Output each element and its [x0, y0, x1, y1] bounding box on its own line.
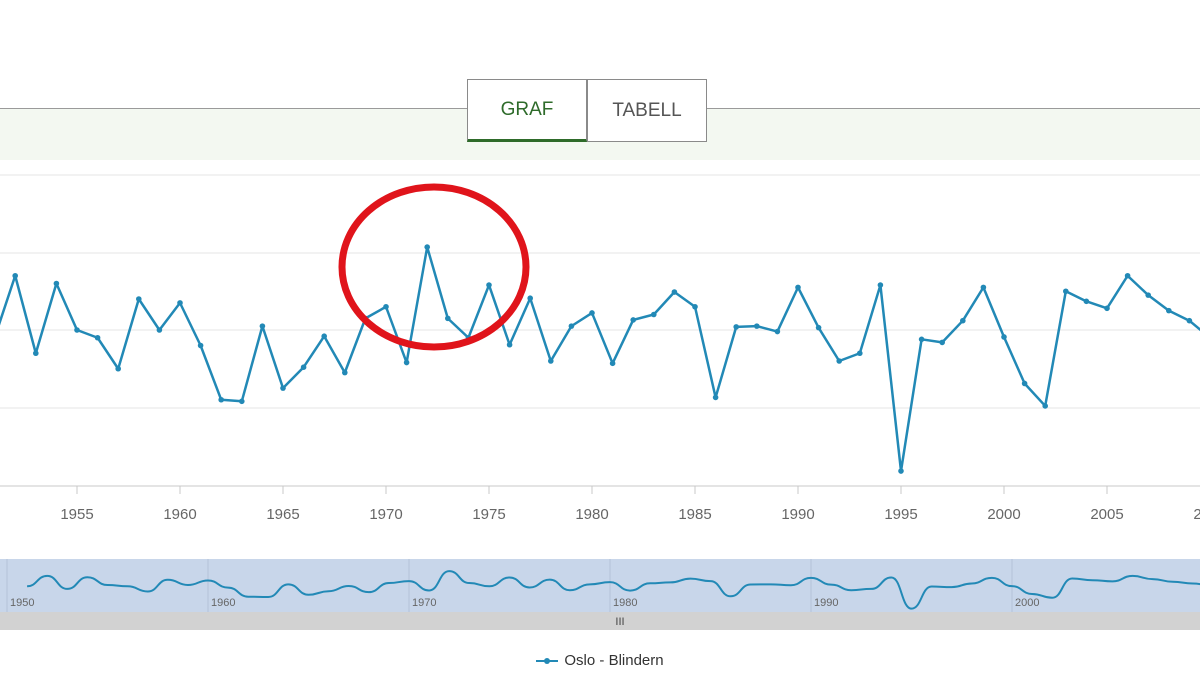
tab-graf[interactable]: GRAF: [467, 79, 587, 142]
legend-series-label: Oslo - Blindern: [564, 652, 664, 669]
x-tick-label: 1990: [781, 506, 814, 523]
navigator-range: [0, 559, 1200, 612]
data-point: [94, 334, 101, 341]
series-line: [0, 245, 1200, 473]
data-point: [960, 317, 966, 324]
data-point: [259, 323, 266, 329]
x-tick-label: 1985: [678, 506, 711, 523]
navigator-label: 1980: [613, 597, 637, 609]
navigator-series-line: [26, 570, 1200, 610]
scrollbar-handle[interactable]: III: [615, 616, 624, 628]
plot-area: [0, 244, 1200, 474]
data-point: [918, 336, 925, 343]
data-point: [836, 358, 842, 364]
annotation-ellipse: [338, 183, 530, 351]
data-point: [12, 272, 18, 279]
data-point: [1186, 317, 1193, 324]
data-point: [403, 359, 410, 366]
data-point: [692, 303, 698, 310]
navigator-label: 2000: [1015, 597, 1039, 609]
data-point: [898, 468, 904, 474]
data-point: [1083, 298, 1090, 305]
navigator-label: 1970: [412, 597, 436, 609]
data-point: [424, 244, 431, 250]
data-point: [321, 333, 328, 340]
navigator-label: 1960: [211, 597, 235, 609]
data-point: [857, 350, 863, 357]
data-point: [74, 327, 80, 333]
annotation-circle: [338, 183, 530, 351]
data-point: [300, 364, 307, 371]
data-point: [1001, 334, 1007, 340]
data-point: [53, 280, 60, 287]
data-point: [754, 323, 760, 329]
tab-tabell[interactable]: TABELL: [587, 79, 707, 142]
data-point: [1063, 288, 1069, 295]
data-point: [671, 289, 678, 295]
data-point: [609, 360, 616, 367]
data-point: [527, 295, 533, 302]
data-point: [239, 398, 245, 405]
data-point: [548, 358, 554, 364]
x-tick-label: 2010: [1193, 506, 1200, 523]
data-point: [506, 341, 513, 348]
data-point: [115, 365, 121, 372]
x-tick-label: 1995: [884, 506, 917, 523]
data-point: [1166, 307, 1172, 314]
data-point: [486, 282, 492, 288]
x-tick-label: 2005: [1090, 506, 1123, 523]
data-point: [1124, 272, 1131, 279]
navigator-label: 1950: [10, 597, 34, 609]
data-point: [774, 328, 781, 335]
data-point: [383, 303, 389, 310]
data-point: [712, 394, 719, 401]
data-point: [1021, 380, 1028, 387]
data-point: [1042, 403, 1048, 409]
data-point: [177, 300, 183, 306]
data-point: [33, 350, 39, 357]
x-tick-label: 1980: [575, 506, 608, 523]
navigator-label: 1990: [814, 597, 838, 609]
navigator-scrollbar: [0, 612, 1200, 630]
data-point: [795, 284, 801, 291]
data-point: [445, 315, 451, 322]
data-point: [630, 317, 636, 323]
x-tick-label: 1975: [472, 506, 505, 523]
x-tick-label: 1970: [369, 506, 402, 523]
range-navigator[interactable]: 1950 1960 1970 1980 1990 2000 III: [0, 559, 1200, 630]
chart-legend[interactable]: Oslo - Blindern: [0, 652, 1200, 669]
data-point: [877, 282, 884, 288]
data-point: [568, 323, 575, 329]
data-point: [815, 324, 822, 331]
data-point: [733, 324, 739, 330]
x-tick-label: 1965: [266, 506, 299, 523]
legend-series-marker: [536, 657, 559, 664]
data-point: [651, 311, 657, 318]
data-point: [589, 310, 595, 316]
data-point: [342, 369, 348, 376]
x-axis-ticks: 1955 1960 1965 1970 1975 1980 1985 1990 1995 2000…: [60, 486, 1200, 523]
x-tick-label: 1960: [163, 506, 196, 523]
data-point: [218, 396, 224, 403]
data-point: [980, 284, 987, 291]
x-tick-label: 2000: [987, 506, 1020, 523]
data-point: [197, 342, 204, 349]
data-point: [136, 296, 142, 302]
data-point: [280, 385, 286, 391]
data-point: [1145, 292, 1151, 298]
data-point: [156, 327, 163, 333]
data-point: [1104, 305, 1110, 312]
x-tick-label: 1955: [60, 506, 93, 523]
data-point: [939, 339, 945, 346]
